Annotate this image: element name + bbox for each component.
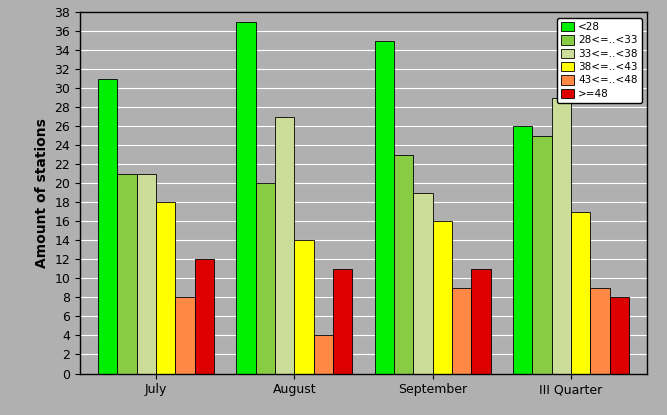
Bar	[195, 259, 214, 374]
Bar	[610, 298, 629, 374]
Bar	[375, 41, 394, 374]
Bar	[433, 222, 452, 374]
Bar	[255, 183, 275, 374]
Bar	[313, 335, 333, 374]
Bar	[552, 98, 571, 374]
Bar	[333, 269, 352, 374]
Legend: <28, 28<=..<33, 33<=..<38, 38<=..<43, 43<=..<48, >=48: <28, 28<=..<33, 33<=..<38, 38<=..<43, 43…	[558, 18, 642, 103]
Bar	[294, 240, 313, 374]
Bar	[532, 136, 552, 374]
Bar	[513, 127, 532, 374]
Bar	[98, 79, 117, 374]
Bar	[236, 22, 255, 374]
Bar	[452, 288, 472, 374]
Bar	[414, 193, 433, 374]
Bar	[117, 174, 137, 374]
Bar	[571, 212, 590, 374]
Bar	[175, 298, 195, 374]
Bar	[275, 117, 294, 374]
Bar	[590, 288, 610, 374]
Bar	[394, 155, 414, 374]
Bar	[137, 174, 156, 374]
Y-axis label: Amount of stations: Amount of stations	[35, 118, 49, 268]
Bar	[472, 269, 491, 374]
Bar	[156, 203, 175, 374]
